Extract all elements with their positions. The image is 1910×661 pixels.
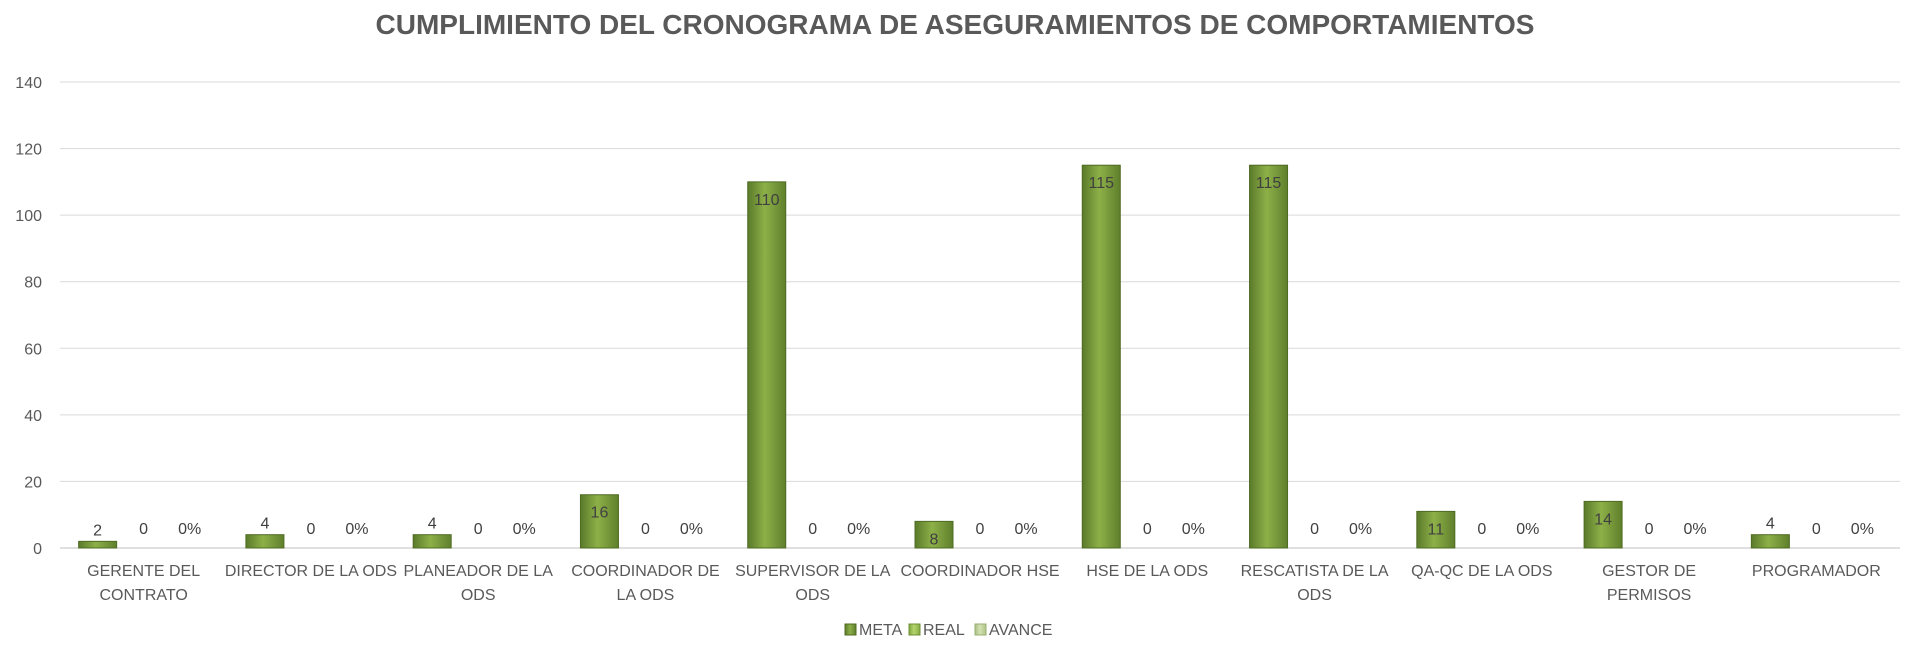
data-label-meta: 11 xyxy=(1428,521,1445,538)
legend-label: AVANCE xyxy=(989,622,1052,639)
data-label-real: 0 xyxy=(1143,521,1152,538)
category-label: PROGRAMADOR xyxy=(1752,563,1881,580)
y-tick-label: 20 xyxy=(24,474,42,491)
y-tick-label: 100 xyxy=(15,208,42,225)
category-label: RESCATISTA DE LA ODS xyxy=(1241,563,1389,604)
data-label-meta: 14 xyxy=(1594,511,1612,528)
data-label-real: 0 xyxy=(1812,521,1821,538)
category-label: SUPERVISOR DE LA ODS xyxy=(735,563,891,604)
data-label-avance: 0% xyxy=(1684,521,1707,538)
data-label-meta: 4 xyxy=(428,516,437,533)
category-label: GESTOR DE PERMISOS xyxy=(1602,563,1696,604)
data-label-real: 0 xyxy=(641,521,650,538)
data-label-avance: 0% xyxy=(847,521,870,538)
bar-meta xyxy=(1750,534,1790,549)
legend-item-real: REAL xyxy=(908,622,965,639)
bar-meta xyxy=(914,520,954,549)
category-label: DIRECTOR DE LA ODS xyxy=(225,563,397,580)
data-label-avance: 0% xyxy=(178,521,201,538)
y-tick-label: 140 xyxy=(15,75,42,92)
data-label-real: 0 xyxy=(1310,521,1319,538)
legend-swatch xyxy=(908,623,921,636)
legend: META REAL AVANCE xyxy=(844,622,1052,639)
category-label: PLANEADOR DE LA ODS xyxy=(403,563,553,604)
data-label-avance: 0% xyxy=(680,521,703,538)
data-label-avance: 0% xyxy=(1182,521,1205,538)
bar-meta xyxy=(1583,500,1623,549)
category-label: COORDINADOR HSE xyxy=(900,563,1059,580)
y-tick-label: 120 xyxy=(15,142,42,159)
category-label: HSE DE LA ODS xyxy=(1086,563,1208,580)
y-tick-label: 60 xyxy=(24,341,42,358)
bar-meta xyxy=(245,534,285,549)
legend-swatch xyxy=(974,623,987,636)
bar-meta xyxy=(78,540,118,549)
bar-meta xyxy=(1249,164,1289,549)
category-label: GERENTE DEL CONTRATO xyxy=(87,563,200,604)
gridlines xyxy=(60,81,1900,549)
data-label-meta: 4 xyxy=(1766,516,1775,533)
data-label-meta: 16 xyxy=(591,505,609,522)
data-label-real: 0 xyxy=(306,521,315,538)
bar-meta xyxy=(747,181,787,549)
x-axis-category-labels: GERENTE DEL CONTRATO DIRECTOR DE LA ODS PLA… xyxy=(87,563,1881,604)
bars xyxy=(78,164,1790,549)
bar-meta xyxy=(579,494,619,549)
legend-item-meta: META xyxy=(844,622,903,639)
y-tick-label: 80 xyxy=(24,275,42,292)
data-label-meta: 2 xyxy=(93,522,102,539)
legend-label: REAL xyxy=(923,622,965,639)
data-label-avance: 0% xyxy=(1851,521,1874,538)
category-label: QA-QC DE LA ODS xyxy=(1411,563,1552,580)
data-label-real: 0 xyxy=(474,521,483,538)
data-label-meta: 115 xyxy=(1089,175,1115,192)
data-label-real: 0 xyxy=(1477,521,1486,538)
data-label-meta: 110 xyxy=(754,192,780,209)
data-label-avance: 0% xyxy=(513,521,536,538)
data-label-real: 0 xyxy=(139,521,148,538)
data-label-avance: 0% xyxy=(1349,521,1372,538)
category-label: COORDINADOR DE LA ODS xyxy=(571,563,719,604)
data-label-meta: 115 xyxy=(1256,175,1282,192)
legend-swatch xyxy=(844,623,857,636)
y-tick-label: 40 xyxy=(24,408,42,425)
data-label-real: 0 xyxy=(808,521,817,538)
data-label-meta: 8 xyxy=(930,531,939,548)
data-label-real: 0 xyxy=(1645,521,1654,538)
legend-label: META xyxy=(859,622,903,639)
y-tick-label: 0 xyxy=(33,541,42,558)
legend-item-avance: AVANCE xyxy=(974,622,1052,639)
y-axis-tick-labels: 0 20 40 60 80 100 120 140 xyxy=(15,75,42,558)
data-label-avance: 0% xyxy=(345,521,368,538)
data-label-avance: 0% xyxy=(1516,521,1539,538)
bar-meta xyxy=(1416,510,1456,549)
bar-meta xyxy=(412,534,452,549)
data-label-real: 0 xyxy=(976,521,985,538)
data-label-avance: 0% xyxy=(1014,521,1037,538)
bar-meta xyxy=(1081,164,1121,549)
data-label-meta: 4 xyxy=(260,516,269,533)
chart-title: CUMPLIMIENTO DEL CRONOGRAMA DE ASEGURAMI… xyxy=(376,9,1535,40)
